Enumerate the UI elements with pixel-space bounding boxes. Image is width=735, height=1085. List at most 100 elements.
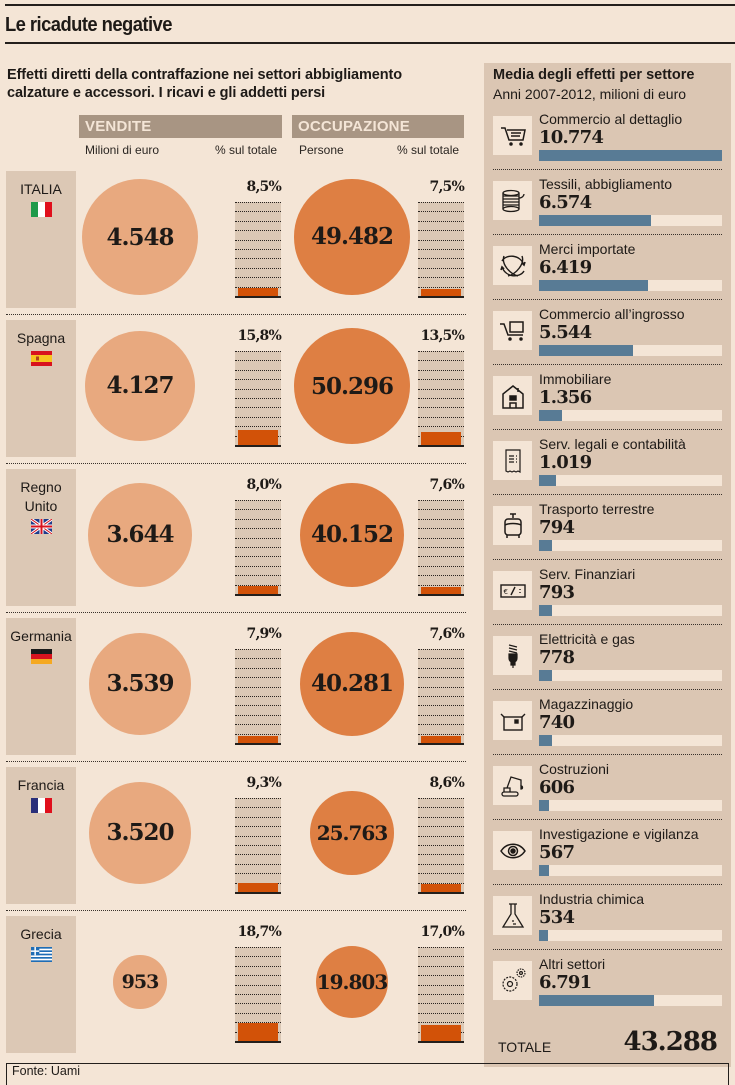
sales-pct-fill (238, 883, 278, 892)
gauge-gridline (418, 537, 464, 539)
gauge-gridline (235, 1012, 281, 1014)
gauge-gridline (235, 547, 281, 548)
gears-icon (493, 961, 532, 1000)
gauge-gridline (235, 369, 281, 371)
sector-value: 6.791 (539, 972, 592, 993)
sector-item: Elettricità e gas 778 (484, 630, 731, 695)
gauge-gridline (235, 537, 281, 539)
gauge-gridline (235, 658, 281, 660)
jobs-pct-gauge (418, 649, 464, 745)
shopping-cart-icon (493, 116, 532, 155)
sector-value: 6.419 (539, 257, 592, 278)
gauge-gridline (418, 1003, 464, 1005)
jobs-value: 19.803 (316, 969, 389, 994)
house-icon (493, 376, 532, 415)
country-name: Germania (10, 628, 72, 644)
country-name: Francia (17, 777, 65, 793)
jobs-value: 25.763 (316, 820, 389, 845)
gauge-gridline (418, 677, 464, 679)
svg-text:€: € (503, 588, 507, 596)
title-underline (5, 42, 735, 44)
sales-value: 3.520 (106, 819, 174, 847)
sector-name: Serv. Finanziari (539, 566, 636, 582)
jobs-pct-fill (421, 735, 461, 743)
gauge-gridline (418, 826, 464, 828)
germany-flag (30, 649, 52, 664)
gauge-gridline (235, 556, 281, 558)
flask-icon (493, 896, 532, 935)
sector-name: Tessili, abbigliamento (539, 176, 673, 192)
gauge-gridline (235, 267, 281, 269)
wholesale-cart-icon (493, 311, 532, 350)
gauge-gridline (418, 230, 464, 232)
gauge-gridline (418, 835, 464, 837)
gauge-gridline (235, 854, 281, 856)
gauge-gridline (418, 667, 464, 669)
gauge-gridline (418, 584, 464, 586)
box-icon (493, 701, 532, 740)
sector-bar (539, 800, 550, 811)
gauge-gridline (418, 733, 464, 735)
gauge-gridline (418, 575, 464, 577)
italy-flag (30, 202, 52, 217)
sector-separator (493, 559, 722, 560)
jobs-pct-gauge (418, 202, 464, 298)
sector-bar-track (539, 280, 722, 291)
country-row: Spagna 4.127 50.296 15,8% 13,5% (0, 316, 470, 465)
gauge-gridline (235, 956, 281, 958)
bus-icon (493, 506, 532, 545)
gauge-gridline (418, 286, 464, 288)
gauge-gridline (418, 816, 464, 818)
sector-bar (539, 215, 651, 226)
jobs-circle: 50.296 (294, 328, 410, 444)
jobs-value: 49.482 (310, 223, 394, 251)
sector-item: Altri settori 6.791 (484, 955, 731, 1020)
gauge-gridline (418, 724, 464, 726)
gauge-gridline (235, 826, 281, 828)
gauge-gridline (418, 500, 464, 501)
jobs-pct-gauge (418, 947, 464, 1043)
jobs-circle: 49.482 (294, 179, 410, 295)
gauge-gridline (418, 807, 464, 809)
country-row: Grecia 953 19.803 18,7% 17,0% (0, 912, 470, 1061)
gauge-gridline (235, 220, 281, 222)
gauge-gridline (235, 575, 281, 577)
gauge-gridline (235, 816, 281, 818)
sector-item: Trasporto terrestre 794 (484, 500, 731, 565)
gauge-gridline (418, 1022, 464, 1024)
sector-bar (539, 670, 553, 681)
sector-bar (539, 280, 649, 291)
sales-pct-fill (238, 430, 278, 445)
gauge-gridline (418, 388, 464, 390)
jobs-value: 40.152 (310, 521, 394, 549)
sector-bar (539, 410, 563, 421)
jobs-circle: 40.152 (300, 483, 404, 587)
jobs-pct-value: 17,0% (420, 924, 465, 940)
sector-item: € Serv. Finanziari 793 (484, 565, 731, 630)
jobs-pct-value: 7,5% (429, 179, 465, 195)
gauge-gridline (418, 686, 464, 688)
sales-pct-fill (238, 1023, 278, 1041)
sector-item: Commercio all’ingrosso 5.544 (484, 305, 731, 370)
gauge-gridline (235, 677, 281, 679)
sector-bar-track (539, 670, 722, 681)
sector-bar-track (539, 215, 722, 226)
sales-pct-value: 15,8% (237, 328, 282, 344)
sector-bar-track (539, 345, 722, 356)
sales-pct-gauge (235, 202, 281, 298)
row-separator (6, 761, 466, 762)
jobs-column-header: OCCUPAZIONE (292, 115, 464, 138)
gauge-gridline (235, 984, 281, 986)
sales-value: 953 (121, 970, 160, 993)
jobs-pct-gauge (418, 798, 464, 894)
gauge-gridline (235, 239, 281, 241)
total-value: 43.288 (623, 1027, 718, 1057)
country-row: ITALIA 4.548 49.482 8,5% 7,5% (0, 167, 470, 316)
gauge-gridline (418, 854, 464, 856)
exchange-arrows-icon (493, 246, 532, 285)
gauge-gridline (235, 965, 281, 967)
sector-item: Commercio al dettaglio 10.774 (484, 110, 731, 175)
sector-bar (539, 540, 553, 551)
sector-value: 6.574 (539, 192, 592, 213)
sector-item: Merci importate 6.419 (484, 240, 731, 305)
